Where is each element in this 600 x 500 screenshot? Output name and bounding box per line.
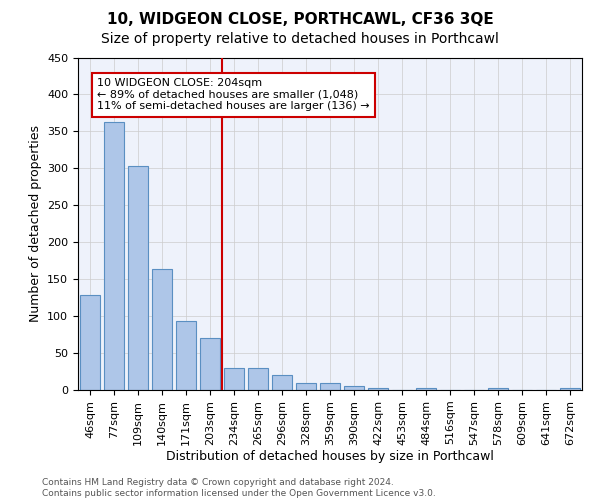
Bar xyxy=(152,269,172,390)
Text: 10 WIDGEON CLOSE: 204sqm
← 89% of detached houses are smaller (1,048)
11% of sem: 10 WIDGEON CLOSE: 204sqm ← 89% of detach… xyxy=(97,78,370,112)
Text: 10, WIDGEON CLOSE, PORTHCAWL, CF36 3QE: 10, WIDGEON CLOSE, PORTHCAWL, CF36 3QE xyxy=(107,12,493,28)
Bar xyxy=(176,320,196,390)
Bar xyxy=(320,382,340,390)
Bar xyxy=(272,375,292,390)
Y-axis label: Number of detached properties: Number of detached properties xyxy=(29,125,41,322)
Bar xyxy=(128,166,148,390)
X-axis label: Distribution of detached houses by size in Porthcawl: Distribution of detached houses by size … xyxy=(166,450,494,464)
Bar xyxy=(104,122,124,390)
Bar xyxy=(416,388,436,390)
Bar xyxy=(488,388,508,390)
Bar xyxy=(224,368,244,390)
Bar xyxy=(248,368,268,390)
Text: Contains HM Land Registry data © Crown copyright and database right 2024.
Contai: Contains HM Land Registry data © Crown c… xyxy=(42,478,436,498)
Bar xyxy=(368,388,388,390)
Text: Size of property relative to detached houses in Porthcawl: Size of property relative to detached ho… xyxy=(101,32,499,46)
Bar xyxy=(560,388,580,390)
Bar xyxy=(200,338,220,390)
Bar xyxy=(344,386,364,390)
Bar xyxy=(80,296,100,390)
Bar xyxy=(296,382,316,390)
